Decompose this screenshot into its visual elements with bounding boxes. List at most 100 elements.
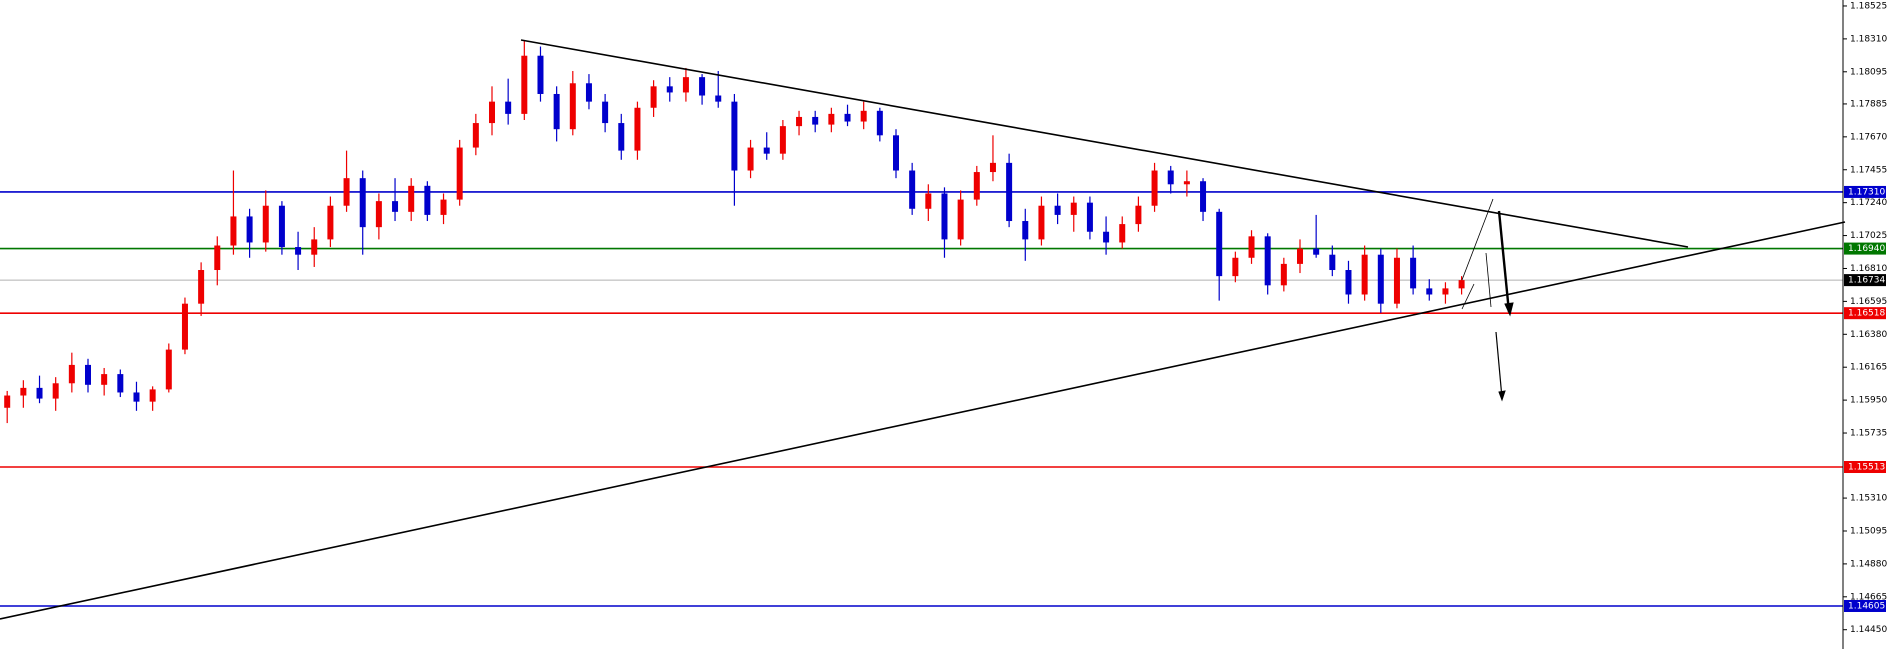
arrow bbox=[1461, 283, 1475, 310]
candle-body bbox=[359, 178, 366, 228]
arrow-head bbox=[1498, 390, 1506, 402]
candle-body bbox=[666, 86, 673, 93]
candle-body bbox=[489, 101, 495, 124]
candles bbox=[4, 40, 1465, 424]
candle-body bbox=[1151, 170, 1158, 206]
candle-body bbox=[828, 113, 835, 125]
candle-body bbox=[4, 395, 11, 408]
candle-body bbox=[149, 389, 156, 402]
candle-body bbox=[957, 199, 964, 240]
candle-body bbox=[424, 185, 431, 215]
candle-body bbox=[262, 205, 269, 243]
y-tick-label: 1.17455 bbox=[1850, 165, 1887, 175]
y-tick-label: 1.17025 bbox=[1850, 231, 1887, 241]
candle-body bbox=[1280, 263, 1287, 286]
candle-body bbox=[699, 77, 706, 96]
levels bbox=[0, 191, 1843, 607]
y-tick-label: 1.14880 bbox=[1850, 559, 1887, 569]
y-tick-label: 1.16380 bbox=[1850, 330, 1887, 340]
candle-body bbox=[553, 93, 560, 130]
level-label: 1.14605 bbox=[1848, 601, 1885, 611]
candle-body bbox=[812, 116, 819, 125]
candle-body bbox=[1329, 254, 1336, 271]
level-label: 1.17310 bbox=[1848, 187, 1885, 197]
candle-body bbox=[181, 303, 188, 350]
candle-body bbox=[1103, 231, 1110, 243]
trendline bbox=[520, 39, 1689, 248]
y-tick-label: 1.16165 bbox=[1850, 363, 1887, 373]
candle-body bbox=[1410, 257, 1417, 289]
candle-body bbox=[1248, 236, 1255, 258]
candle-body bbox=[246, 216, 253, 243]
candle-body bbox=[52, 383, 59, 399]
level-label-bg bbox=[1844, 274, 1886, 287]
level-label-bg bbox=[1844, 242, 1886, 255]
candle-body bbox=[973, 172, 980, 200]
candle-body bbox=[650, 86, 657, 108]
candle-body bbox=[1070, 202, 1077, 215]
candle-body bbox=[343, 178, 350, 206]
candle-body bbox=[941, 193, 948, 240]
candle-body bbox=[585, 83, 592, 102]
candle-body bbox=[1135, 205, 1142, 225]
candle-body bbox=[860, 110, 867, 122]
candle-body bbox=[295, 247, 302, 255]
candle-body bbox=[731, 101, 738, 171]
candle-body bbox=[230, 216, 237, 246]
level-label-bg bbox=[1844, 307, 1886, 320]
arrow bbox=[1461, 198, 1494, 281]
y-tick-label: 1.17670 bbox=[1850, 132, 1887, 142]
candle-body bbox=[1393, 257, 1400, 304]
level-label: 1.16518 bbox=[1848, 309, 1885, 319]
candle-body bbox=[876, 110, 883, 136]
candle-body bbox=[311, 239, 318, 255]
candle-body bbox=[1297, 248, 1303, 264]
candle-body bbox=[747, 147, 754, 171]
candle-body bbox=[1458, 280, 1465, 289]
candle-body bbox=[1167, 170, 1174, 185]
trendline bbox=[0, 221, 1846, 620]
arrow bbox=[1497, 210, 1511, 313]
y-tick-label: 1.14665 bbox=[1850, 592, 1887, 602]
level-label: 1.16734 bbox=[1848, 276, 1885, 286]
candle-body bbox=[521, 55, 528, 114]
candle-body bbox=[844, 113, 851, 122]
candle-body bbox=[20, 387, 27, 396]
candle-body bbox=[392, 201, 399, 212]
y-tick-label: 1.17885 bbox=[1850, 99, 1887, 109]
candle-body bbox=[1264, 236, 1271, 286]
candle-body bbox=[1216, 211, 1223, 277]
y-tick-label: 1.18095 bbox=[1850, 67, 1887, 77]
candle-body bbox=[1038, 205, 1045, 240]
candle-body bbox=[101, 374, 108, 385]
candle-body bbox=[133, 392, 140, 402]
arrow-head bbox=[1504, 302, 1514, 317]
candle-body bbox=[1054, 205, 1061, 215]
candle-body bbox=[1119, 224, 1126, 243]
y-tick-label: 1.16595 bbox=[1850, 297, 1887, 307]
y-tick-label: 1.15310 bbox=[1850, 494, 1887, 504]
candle-body bbox=[1361, 254, 1368, 295]
candle-body bbox=[569, 83, 576, 130]
candle-body bbox=[214, 245, 221, 271]
candle-body bbox=[1232, 257, 1239, 277]
candle-body bbox=[634, 107, 641, 151]
candle-body bbox=[117, 374, 124, 393]
y-tick-label: 1.14450 bbox=[1850, 625, 1887, 635]
level-label-bg bbox=[1844, 599, 1886, 612]
candle-body bbox=[472, 123, 479, 148]
candle-body bbox=[715, 95, 722, 102]
candle-body bbox=[1006, 162, 1013, 222]
candle-body bbox=[375, 201, 382, 228]
candle-body bbox=[1086, 202, 1093, 232]
axis-labels: 1.18525 1.18310 1.18095 1.17885 1.17670 1.174… bbox=[1843, 1, 1887, 635]
candle-body bbox=[278, 205, 285, 248]
candle-body bbox=[537, 55, 544, 94]
candle-body bbox=[925, 193, 932, 209]
candle-body bbox=[1313, 248, 1320, 255]
candle-body bbox=[1200, 181, 1207, 212]
candle-body bbox=[440, 199, 447, 215]
arrow bbox=[1485, 252, 1492, 308]
